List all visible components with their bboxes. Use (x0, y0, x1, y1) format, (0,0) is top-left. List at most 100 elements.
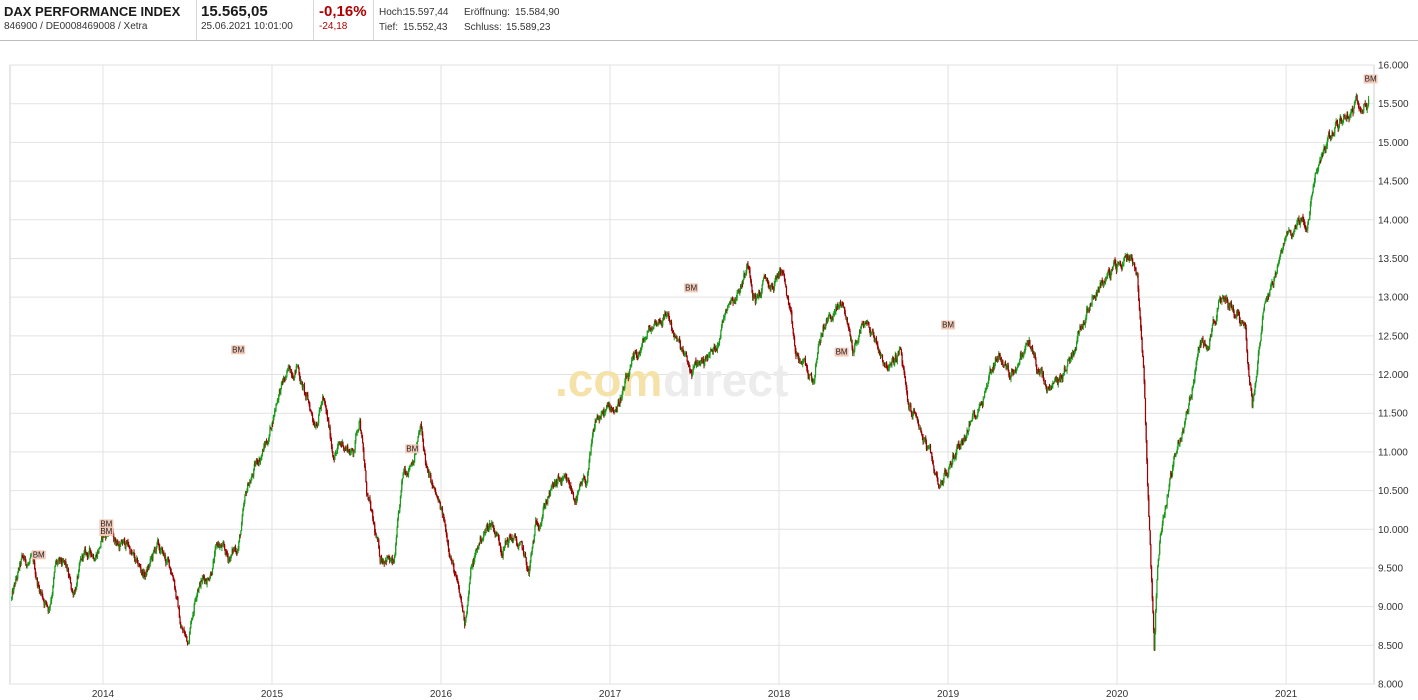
candle-body (805, 364, 807, 366)
candle-body (666, 314, 668, 316)
candle-body (712, 350, 714, 352)
candle-body (69, 577, 72, 584)
candle-body (517, 546, 519, 548)
candle-body (293, 376, 295, 381)
candle-body (275, 404, 277, 409)
candle-body (346, 446, 348, 449)
candle-body (1265, 300, 1267, 303)
bm-marker-label: BM (33, 550, 45, 559)
candle-body (1307, 224, 1309, 230)
y-tick-label: 11.000 (1378, 447, 1408, 458)
candle-body (665, 314, 667, 316)
candle-body (594, 421, 596, 428)
candle-body (323, 398, 325, 401)
candle-body (701, 360, 703, 364)
candle-body (136, 557, 139, 564)
candle-body (148, 566, 150, 568)
candle-body (979, 403, 981, 407)
candle-body (146, 568, 149, 570)
candle-body (159, 550, 162, 553)
candle-body (681, 348, 683, 350)
candle-body (190, 620, 193, 622)
candle-body (727, 305, 729, 310)
candle-body (155, 546, 157, 552)
candle-body (888, 367, 890, 369)
candle-body (1296, 222, 1298, 229)
candle-body (627, 376, 629, 379)
candle-body (80, 558, 82, 562)
candle-body (1056, 380, 1059, 385)
candle-body (1142, 357, 1145, 367)
candle-body (829, 314, 832, 317)
candle-body (1301, 217, 1303, 221)
candle-body (480, 539, 483, 541)
candle-body (410, 463, 412, 466)
candle-body (408, 468, 410, 470)
candle-body (143, 571, 145, 576)
candle-body (529, 561, 531, 568)
candle-body (1347, 114, 1349, 117)
candle-body (791, 321, 794, 329)
candle-body (1165, 505, 1168, 507)
candle-body (1155, 595, 1157, 611)
candle-body (382, 561, 385, 563)
candle-body (894, 359, 896, 365)
candle-body (1279, 254, 1281, 261)
change-percent: -0,16% (319, 3, 367, 20)
candle-body (1294, 226, 1297, 228)
candle-body (145, 571, 147, 575)
candle-body (34, 569, 36, 575)
candle-body (1257, 363, 1259, 372)
candle-body (25, 559, 27, 566)
candle-body (324, 400, 326, 404)
candle-body (1244, 324, 1247, 328)
candle-body (1223, 297, 1226, 301)
candle-body (1038, 369, 1040, 372)
candle-body (874, 340, 876, 342)
instrument-name[interactable]: DAX PERFORMANCE INDEX (4, 4, 181, 19)
candle-body (579, 485, 581, 491)
candle-body (1163, 515, 1166, 517)
candle-body (683, 352, 685, 356)
candle-body (527, 569, 529, 571)
candle-body (1315, 171, 1318, 173)
candle-body (186, 641, 189, 644)
candle-body (947, 473, 949, 477)
candle-body (777, 274, 779, 278)
candle-body (553, 482, 556, 486)
candle-body (537, 524, 539, 527)
candle-body (1190, 397, 1192, 399)
candle-body (294, 369, 296, 377)
candle-body (957, 443, 959, 449)
candle-body (926, 449, 928, 451)
candle-body (1357, 104, 1360, 107)
candle-body (1178, 443, 1180, 445)
candle-body (902, 365, 905, 369)
candle-body (1351, 108, 1353, 111)
candle-body (321, 402, 323, 404)
candle-body (1179, 438, 1181, 444)
candle-body (645, 337, 648, 339)
candle-body (1285, 236, 1287, 238)
candle-body (101, 535, 103, 542)
chart-area[interactable]: .com direct BM BM BM BM BM BM BM BM BM 8.000 8.50… (0, 41, 1418, 700)
candle-body (1010, 374, 1012, 380)
candle-body (464, 618, 466, 626)
candle-body (985, 387, 987, 391)
candle-body (349, 451, 351, 455)
candle-body (804, 358, 806, 360)
candle-body (739, 285, 742, 293)
candle-body (91, 554, 93, 557)
candle-body (1062, 373, 1064, 380)
candle-body (585, 482, 587, 486)
candle-body (1006, 367, 1008, 369)
candle-body (1092, 297, 1095, 299)
candle-body (1350, 110, 1352, 116)
candle-body (761, 284, 763, 291)
candle-body (674, 333, 676, 338)
candle-body (1040, 369, 1042, 371)
candle-body (545, 501, 547, 507)
candle-body (967, 430, 969, 433)
candle-body (260, 456, 262, 460)
